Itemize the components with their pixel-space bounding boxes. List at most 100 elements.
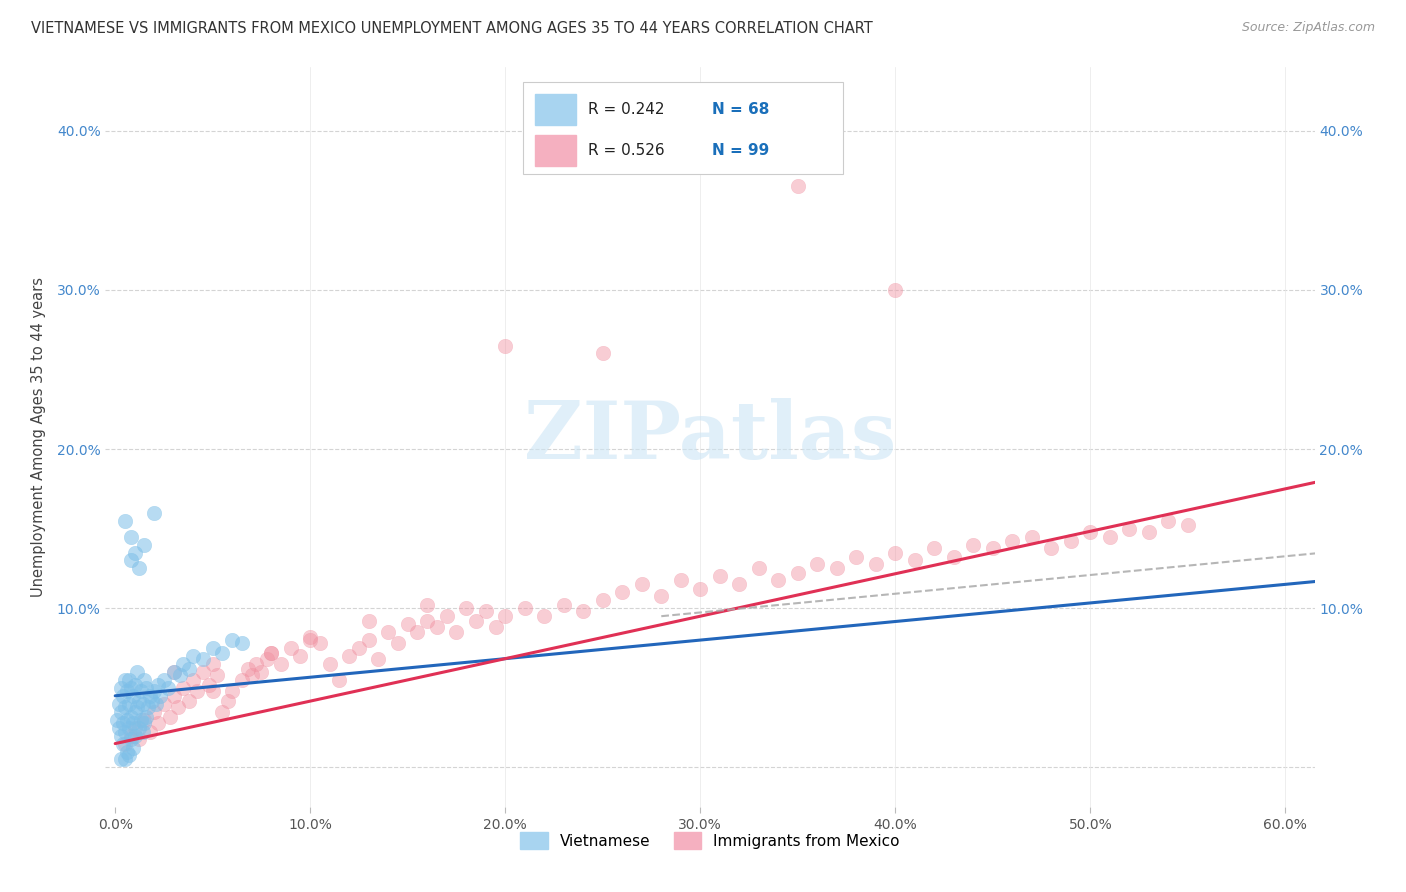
Point [533,609,555,624]
Point [114,725,136,739]
Point [231,636,253,650]
Point [484,620,506,634]
Point [572,604,595,618]
Point [260,646,283,660]
Point [124,721,146,735]
Point [650,589,672,603]
Point [128,721,150,735]
Point [163,665,186,679]
Point [669,573,692,587]
Point [1177,518,1199,533]
Text: ZIPatlas: ZIPatlas [524,398,896,476]
Point [118,747,141,762]
Point [120,530,142,544]
Point [172,657,194,671]
Point [299,633,322,648]
Point [416,598,439,612]
Point [163,689,186,703]
Point [118,697,141,711]
Text: R = 0.242: R = 0.242 [588,102,665,117]
Point [114,514,136,528]
Point [110,705,132,719]
Point [337,648,360,663]
Point [118,673,141,687]
Point [179,693,201,707]
Point [181,673,204,687]
Point [1118,522,1140,536]
Point [129,684,152,698]
Point [1021,530,1043,544]
Point [139,725,162,739]
Point [250,665,273,679]
Point [748,561,770,575]
Point [1078,524,1101,539]
Point [347,641,370,656]
Point [145,697,167,711]
Point [1001,534,1024,549]
Point [114,752,136,766]
Point [221,633,243,648]
Point [245,657,267,671]
Point [128,731,150,746]
Point [105,713,128,727]
Point [121,689,143,703]
Point [129,713,152,727]
Point [981,541,1004,555]
Point [299,630,322,644]
Point [115,684,138,698]
Point [924,541,946,555]
Point [786,179,808,194]
Point [494,338,516,352]
Point [806,557,828,571]
Point [456,601,478,615]
Legend: Vietnamese, Immigrants from Mexico: Vietnamese, Immigrants from Mexico [515,826,905,855]
Point [124,729,146,743]
Point [845,550,868,565]
Point [1098,530,1121,544]
Point [328,673,350,687]
Point [884,545,907,559]
Point [143,705,166,719]
Point [135,709,157,723]
Point [156,681,179,695]
Point [377,625,399,640]
Point [128,561,150,575]
Point [163,665,186,679]
Point [179,662,201,676]
Point [125,700,148,714]
Point [319,657,342,671]
Point [108,697,131,711]
Point [198,678,221,692]
Point [728,577,751,591]
Point [166,700,188,714]
Point [120,553,142,567]
Point [125,665,148,679]
Point [553,598,575,612]
FancyBboxPatch shape [534,94,576,125]
Point [111,689,134,703]
Point [231,673,253,687]
Point [134,673,156,687]
Point [612,585,634,599]
Point [367,652,389,666]
Point [942,550,965,565]
Point [217,693,239,707]
Point [186,684,208,698]
Point [309,636,332,650]
Point [290,648,312,663]
Point [128,693,150,707]
Point [406,625,429,640]
Point [146,678,169,692]
Point [201,657,224,671]
FancyBboxPatch shape [534,136,576,167]
Point [153,673,176,687]
Point [396,617,419,632]
Point [124,678,146,692]
Point [240,668,263,682]
Text: VIETNAMESE VS IMMIGRANTS FROM MEXICO UNEMPLOYMENT AMONG AGES 35 TO 44 YEARS CORR: VIETNAMESE VS IMMIGRANTS FROM MEXICO UNE… [31,21,873,37]
Point [768,573,790,587]
Point [1137,524,1160,539]
Point [134,713,156,727]
Point [114,700,136,714]
Y-axis label: Unemployment Among Ages 35 to 44 years: Unemployment Among Ages 35 to 44 years [31,277,45,597]
